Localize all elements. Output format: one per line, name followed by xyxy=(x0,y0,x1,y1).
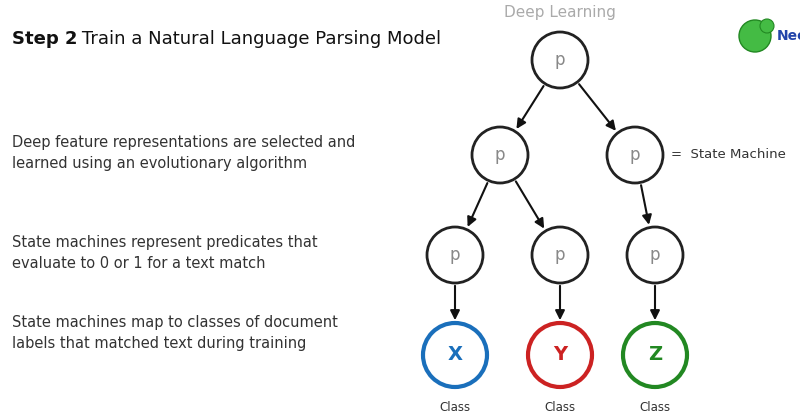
Text: X: X xyxy=(447,346,462,364)
Text: : Train a Natural Language Parsing Model: : Train a Natural Language Parsing Model xyxy=(70,30,441,48)
Circle shape xyxy=(627,227,683,283)
Text: Deep Learning: Deep Learning xyxy=(504,5,616,20)
Circle shape xyxy=(739,20,771,52)
Circle shape xyxy=(607,127,663,183)
Circle shape xyxy=(427,227,483,283)
Text: Y: Y xyxy=(553,346,567,364)
Text: Class: Class xyxy=(545,401,575,414)
Text: Step 2: Step 2 xyxy=(12,30,78,48)
Circle shape xyxy=(528,323,592,387)
Circle shape xyxy=(532,32,588,88)
Circle shape xyxy=(532,227,588,283)
Text: State machines represent predicates that
evaluate to 0 or 1 for a text match: State machines represent predicates that… xyxy=(12,235,318,271)
Circle shape xyxy=(623,323,687,387)
Circle shape xyxy=(760,19,774,33)
Text: =  State Machine: = State Machine xyxy=(671,148,786,161)
Text: p: p xyxy=(450,246,460,264)
Text: p: p xyxy=(554,51,566,69)
Text: p: p xyxy=(494,146,506,164)
Text: Neo4j: Neo4j xyxy=(777,29,800,43)
Text: Class: Class xyxy=(439,401,470,414)
Text: p: p xyxy=(650,246,660,264)
Circle shape xyxy=(423,323,487,387)
Text: Z: Z xyxy=(648,346,662,364)
Text: Class: Class xyxy=(639,401,670,414)
Text: p: p xyxy=(630,146,640,164)
Circle shape xyxy=(472,127,528,183)
Text: State machines map to classes of document
labels that matched text during traini: State machines map to classes of documen… xyxy=(12,315,338,351)
Text: p: p xyxy=(554,246,566,264)
Text: Deep feature representations are selected and
learned using an evolutionary algo: Deep feature representations are selecte… xyxy=(12,135,355,171)
